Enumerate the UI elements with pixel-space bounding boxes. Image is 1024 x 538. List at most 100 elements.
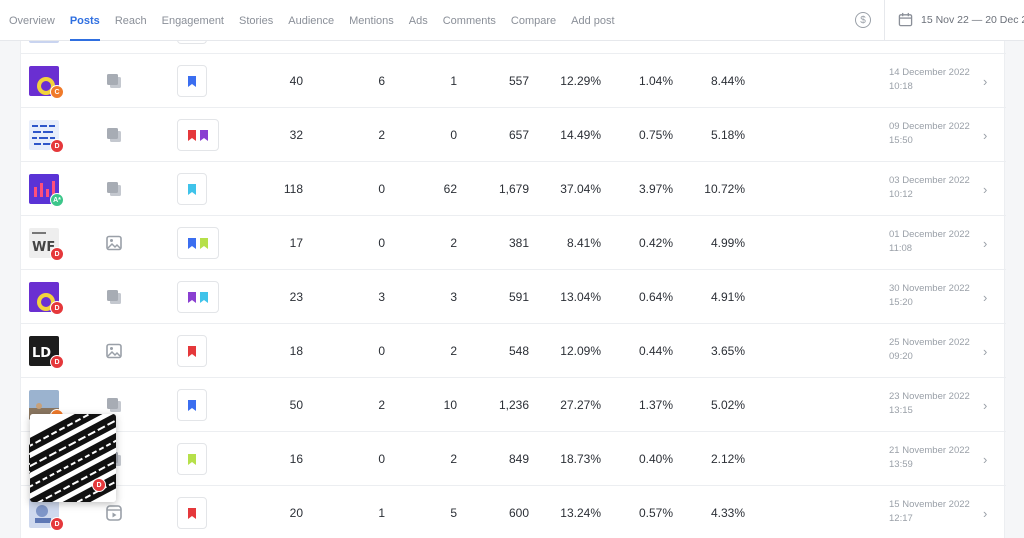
metric-cell: 40 — [289, 74, 303, 88]
metric-cell: 32 — [289, 128, 303, 142]
metric-cell: 2.12% — [710, 452, 745, 466]
table-row[interactable]: C 40 6 1 557 12.29% 1.04% 8.44% 14 December 2022… — [21, 54, 1006, 108]
post-date: 14 December 2022 10:18 — [889, 67, 970, 92]
tag-box[interactable] — [177, 227, 219, 259]
metric-cell: 3 — [378, 290, 385, 304]
bookmark-tag-icon — [188, 507, 196, 519]
reel-icon — [106, 505, 122, 521]
post-date: 30 November 2022 15:20 — [889, 283, 970, 308]
metric-cell: 2 — [378, 128, 385, 142]
chevron-right-icon[interactable]: › — [983, 74, 988, 89]
image-icon — [106, 235, 122, 251]
tab-posts[interactable]: Posts — [69, 0, 100, 41]
metric-cell: 0.75% — [638, 128, 673, 142]
tab-add-post[interactable]: Add post — [571, 14, 615, 27]
metric-cell: 381 — [508, 236, 529, 250]
bookmark-tag-icon — [188, 75, 196, 87]
date-range-picker[interactable]: 15 Nov 22 — 20 Dec 22 — [921, 14, 1024, 26]
chevron-right-icon[interactable]: › — [983, 506, 988, 521]
metric-cell: 8.41% — [566, 236, 601, 250]
metric-cell: 5.02% — [710, 398, 745, 412]
grade-badge: D — [92, 478, 106, 492]
metric-cell: 27.27% — [560, 398, 601, 412]
chevron-right-icon[interactable]: › — [983, 398, 988, 413]
chevron-right-icon[interactable]: › — [983, 236, 988, 251]
metric-cell: 14.49% — [560, 128, 601, 142]
table-row[interactable]: 16 0 2 849 18.73% 0.40% 2.12% 21 November 2022 1… — [21, 432, 1006, 486]
metric-cell: 12.29% — [560, 74, 601, 88]
post-date: 01 December 2022 11:08 — [889, 229, 970, 254]
tab-ads[interactable]: Ads — [408, 14, 428, 27]
post-thumbnail[interactable] — [29, 120, 59, 150]
metric-cell: 20 — [289, 506, 303, 520]
post-date: 21 November 2022 13:59 — [889, 445, 970, 470]
metric-cell: 50 — [289, 398, 303, 412]
tag-box[interactable] — [177, 281, 219, 313]
metric-cell: 62 — [443, 182, 457, 196]
tag-box[interactable] — [177, 65, 207, 97]
metric-cell: 2 — [378, 398, 385, 412]
metric-cell: 849 — [508, 452, 529, 466]
metric-cell: 16 — [289, 452, 303, 466]
billing-coin-icon[interactable]: $ — [855, 12, 871, 28]
metric-cell: 1 — [378, 506, 385, 520]
metric-cell: 3 — [450, 290, 457, 304]
post-preview-popup — [30, 414, 116, 502]
tab-engagement[interactable]: Engagement — [161, 14, 224, 27]
table-row[interactable]: D 32 2 0 657 14.49% 0.75% 5.18% 09 December 2022… — [21, 108, 1006, 162]
calendar-icon[interactable] — [898, 12, 913, 27]
table-row[interactable]: D 23 3 3 591 13.04% 0.64% 4.91% 30 November 2022… — [21, 270, 1006, 324]
bookmark-tag-icon — [188, 183, 196, 195]
post-date: 15 November 2022 12:17 — [889, 499, 970, 524]
metric-cell: 0.64% — [638, 290, 673, 304]
posts-table: C 40 6 1 557 12.29% 1.04% 8.44% 14 December 2022… — [20, 35, 1006, 538]
metric-cell: 10 — [443, 398, 457, 412]
bookmark-tag-icon — [200, 291, 208, 303]
tag-box[interactable] — [177, 443, 207, 475]
chevron-right-icon[interactable]: › — [983, 452, 988, 467]
metric-cell: 13.04% — [560, 290, 601, 304]
metric-cell: 37.04% — [560, 182, 601, 196]
tab-reach[interactable]: Reach — [114, 14, 147, 27]
chevron-right-icon[interactable]: › — [983, 128, 988, 143]
carousel-icon — [107, 128, 121, 142]
grade-badge: D — [50, 247, 64, 261]
chevron-right-icon[interactable]: › — [983, 344, 988, 359]
tab-compare[interactable]: Compare — [510, 14, 557, 27]
metric-cell: 1,679 — [498, 182, 529, 196]
tab-overview[interactable]: Overview — [9, 14, 55, 27]
table-row[interactable]: WF D 17 0 2 381 8.41% 0.42% 4.99% 01 December 202… — [21, 216, 1006, 270]
metric-cell: 0 — [450, 128, 457, 142]
table-row[interactable]: A* 118 0 62 1,679 37.04% 3.97% 10.72% 03 Decembe… — [21, 162, 1006, 216]
tab-stories[interactable]: Stories — [239, 14, 274, 27]
bookmark-tag-icon — [188, 399, 196, 411]
chevron-right-icon[interactable]: › — [983, 290, 988, 305]
table-row[interactable]: 50 2 10 1,236 27.27% 1.37% 5.02% 23 November 20… — [21, 378, 1006, 432]
tab-comments[interactable]: Comments — [442, 14, 496, 27]
chevron-right-icon[interactable]: › — [983, 182, 988, 197]
tab-mentions[interactable]: Mentions — [349, 14, 394, 27]
tag-box[interactable] — [177, 335, 207, 367]
table-row[interactable]: D 20 1 5 600 13.24% 0.57% 4.33% 15 November 2022… — [21, 486, 1006, 538]
post-date: 03 December 2022 10:12 — [889, 175, 970, 200]
grade-badge: C — [50, 85, 64, 99]
tag-box[interactable] — [177, 497, 207, 529]
metric-cell: 8.44% — [710, 74, 745, 88]
svg-text:WF: WF — [32, 240, 55, 255]
tab-audience[interactable]: Audience — [288, 14, 335, 27]
metric-cell: 0.40% — [638, 452, 673, 466]
tag-box[interactable] — [177, 173, 207, 205]
divider — [884, 0, 885, 41]
table-row[interactable]: LD D 18 0 2 548 12.09% 0.44% 3.65% 25 November 20… — [21, 324, 1006, 378]
black-friday-preview-image — [30, 414, 116, 502]
tag-box[interactable] — [177, 389, 207, 421]
metric-cell: 3.97% — [638, 182, 673, 196]
metric-cell: 0 — [378, 236, 385, 250]
bookmark-tag-icon — [200, 129, 208, 141]
post-date: 23 November 2022 13:15 — [889, 391, 970, 416]
metric-cell: 1.37% — [638, 398, 673, 412]
carousel-icon — [107, 398, 121, 412]
metric-cell: 10.72% — [704, 182, 745, 196]
metric-cell: 23 — [289, 290, 303, 304]
tag-box[interactable] — [177, 119, 219, 151]
